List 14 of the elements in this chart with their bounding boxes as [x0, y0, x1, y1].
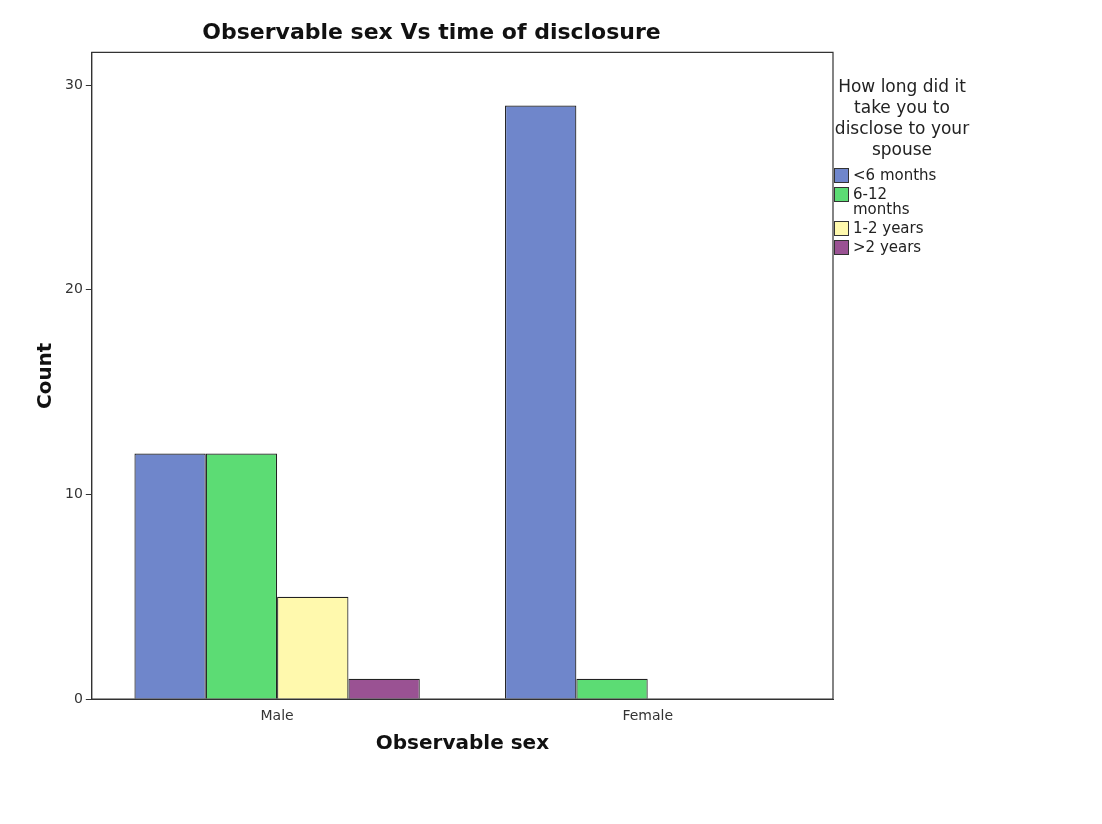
- legend-label: 1-2 years: [853, 219, 925, 237]
- y-tick-label: 0: [73, 689, 83, 706]
- y-tick-label: 30: [64, 75, 83, 92]
- legend-label: >2 years: [853, 238, 923, 256]
- y-tick-label: 10: [64, 485, 83, 502]
- x-axis-title: Observable sex: [375, 730, 550, 755]
- x-tick-label: Female: [622, 707, 674, 724]
- legend-label: <6 months: [853, 166, 938, 184]
- legend-title: How long did it take you to disclose to your spouse: [834, 76, 970, 160]
- y-axis-title: Count: [32, 342, 57, 410]
- y-tick-label: 20: [64, 280, 83, 297]
- x-tick-label: Male: [260, 707, 294, 724]
- legend-label: 6-12 months: [853, 185, 911, 218]
- chart-title: Observable sex Vs time of disclosure: [202, 18, 661, 44]
